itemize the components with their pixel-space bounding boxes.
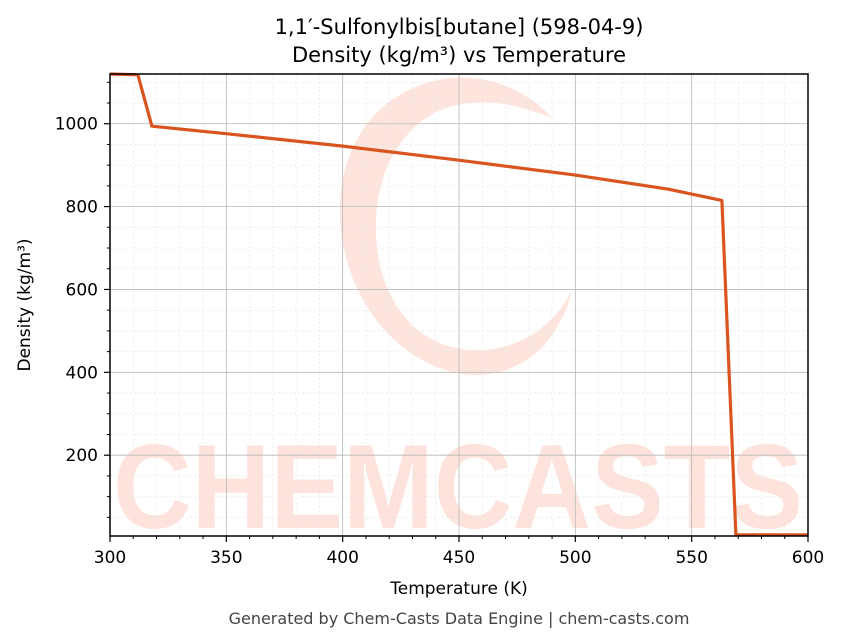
density-line [109,72,808,537]
watermark: CHEMCASTS [113,77,803,554]
x-tick-label: 600 [792,548,824,568]
axes: 300 350 400 450 500 550 600 200 400 600 800 1000 [55,81,824,568]
y-tick-label: 1000 [55,115,98,135]
x-tick-label: 400 [326,548,358,568]
x-tick-label: 550 [675,548,707,568]
x-tick-label: 500 [559,548,591,568]
x-tick-label: 450 [443,548,475,568]
y-tick-label: 200 [66,446,98,466]
x-axis-label: Temperature (K) [389,579,528,599]
chart-title: 1,1′-Sulfonylbis[butane] (598-04-9) [275,15,644,39]
watermark-logo-ring [339,77,572,376]
x-tick-label: 300 [94,548,126,568]
y-tick-label: 400 [66,363,98,383]
x-tick-label: 350 [210,548,242,568]
chart-subtitle: Density (kg/m³) vs Temperature [292,43,626,67]
y-tick-label: 800 [66,198,98,218]
grid [109,74,809,536]
footer-text: Generated by Chem-Casts Data Engine | ch… [229,609,690,628]
y-tick-label: 600 [66,280,98,300]
y-axis-label: Density (kg/m³) [15,238,35,371]
series-layer [109,72,808,537]
watermark-text: CHEMCASTS [113,420,803,554]
